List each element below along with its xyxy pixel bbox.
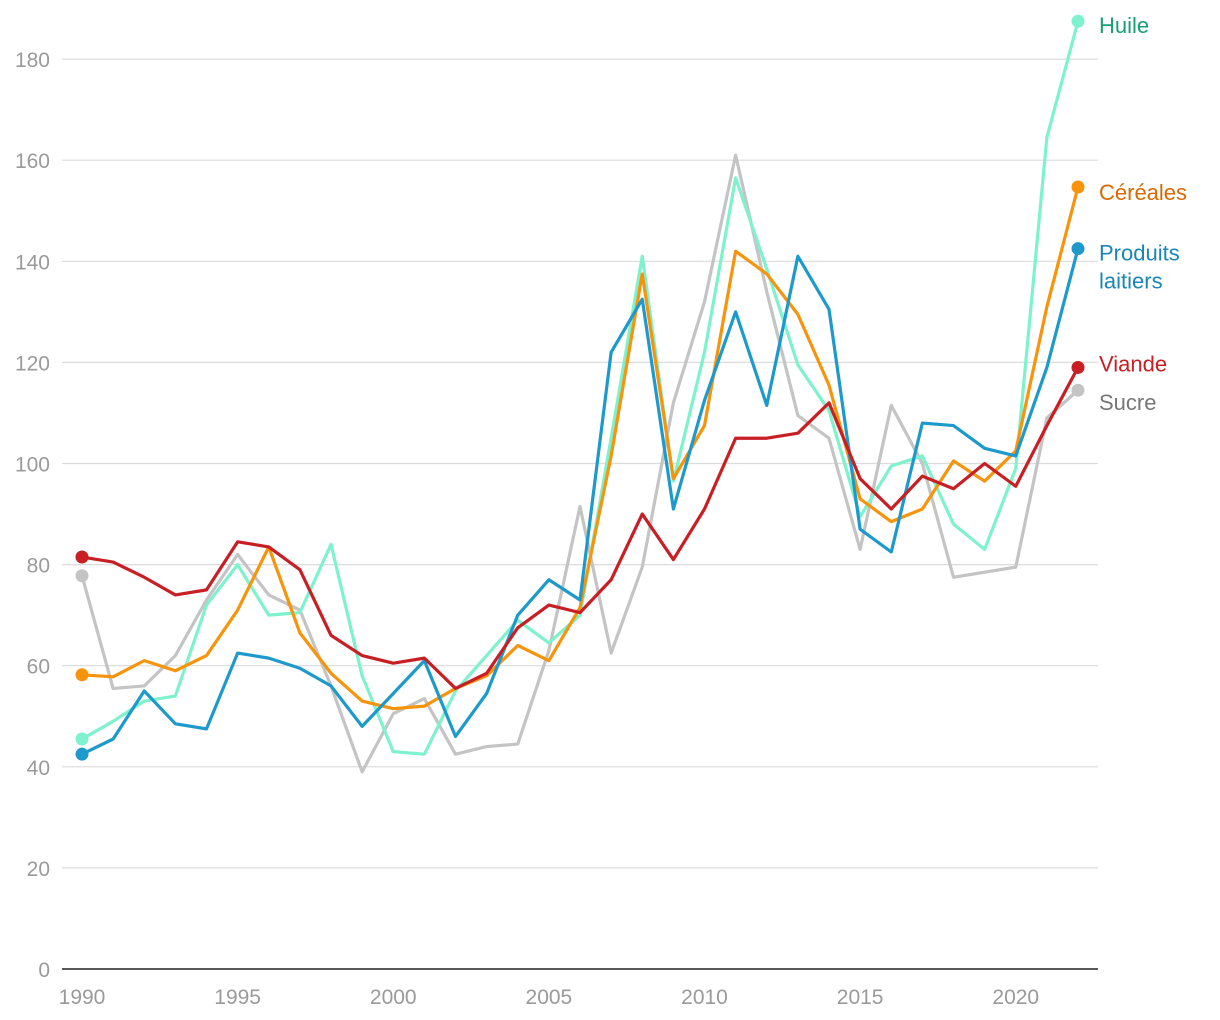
start-marker-produits-laitiers: [75, 747, 89, 761]
x-tick-label: 2010: [681, 986, 728, 1009]
y-tick-label: 0: [38, 959, 50, 982]
gridlines: [62, 58, 1098, 869]
series-line-cereales: [80, 185, 1080, 711]
series-line-sucre: [80, 153, 1080, 774]
start-marker-cereales: [75, 668, 89, 682]
end-marker-sucre: [1071, 383, 1085, 397]
end-marker-produits-laitiers: [1071, 242, 1085, 256]
series-line-produits-laitiers: [80, 247, 1080, 756]
series-labels: Sucre Huile Céréales Produits laitiers Viande: [1099, 13, 1187, 415]
y-tick-label: 100: [15, 454, 50, 477]
y-tick-label: 40: [27, 757, 50, 780]
series-label-produits-laitiers: Produits laitiers: [1099, 241, 1180, 294]
x-tick-label: 2015: [837, 986, 884, 1009]
y-tick-labels: 0 20 40 60 80 100 120 140 160 180: [15, 49, 50, 982]
end-marker-viande: [1071, 360, 1085, 374]
start-marker-viande: [75, 550, 89, 564]
y-tick-label: 180: [15, 49, 50, 72]
x-tick-label: 1990: [59, 986, 106, 1009]
y-tick-label: 120: [15, 352, 50, 375]
x-tick-labels: 1990 1995 2000 2005 2010 2015 2020: [59, 986, 1039, 1009]
x-tick-label: 2005: [526, 986, 573, 1009]
start-marker-sucre: [75, 569, 89, 583]
end-marker-cereales: [1071, 180, 1085, 194]
x-tick-label: 1995: [214, 986, 261, 1009]
series-label-sucre: Sucre: [1099, 390, 1156, 415]
y-tick-label: 160: [15, 150, 50, 173]
start-marker-huile: [75, 732, 89, 746]
series-label-cereales: Céréales: [1099, 180, 1187, 205]
series-label-huile: Huile: [1099, 13, 1149, 38]
x-tick-label: 2020: [992, 986, 1039, 1009]
y-tick-label: 140: [15, 251, 50, 274]
end-marker-huile: [1071, 14, 1085, 28]
series-label-viande: Viande: [1099, 351, 1167, 376]
y-tick-label: 20: [27, 858, 50, 881]
x-tick-label: 2000: [370, 986, 417, 1009]
y-tick-label: 60: [27, 656, 50, 679]
series-line-viande: [80, 365, 1080, 691]
series-lines: [75, 14, 1085, 774]
y-tick-label: 80: [27, 555, 50, 578]
series-line-huile: [80, 19, 1080, 756]
